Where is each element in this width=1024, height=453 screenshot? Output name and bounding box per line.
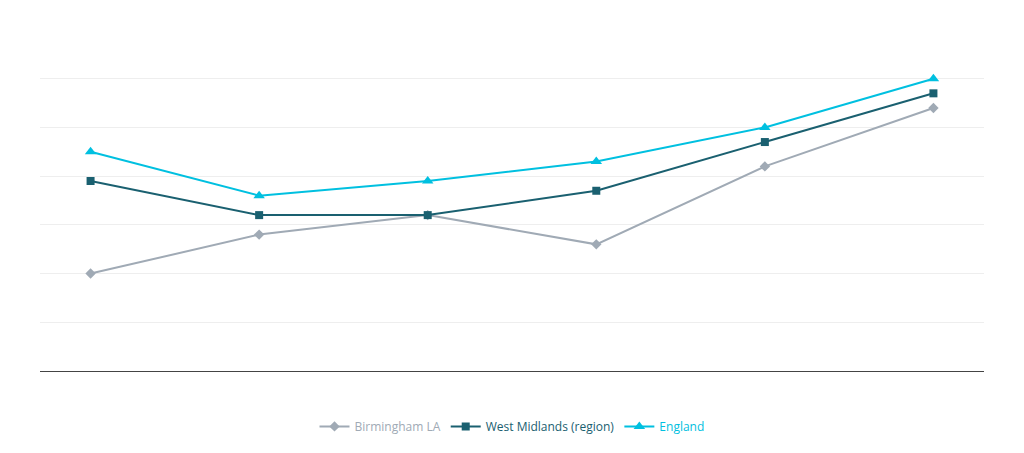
svg-text:England: England <box>659 418 704 435</box>
svg-text:West Midlands (region): West Midlands (region) <box>486 418 615 435</box>
svg-text:Birmingham LA: Birmingham LA <box>355 418 441 435</box>
